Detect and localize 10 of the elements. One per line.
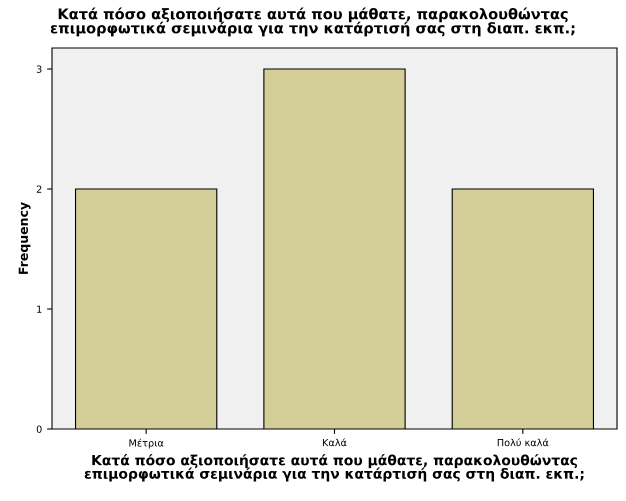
y-tick-label: 3 — [36, 65, 42, 73]
y-tick-label: 2 — [36, 185, 42, 193]
y-axis-title: Frequency — [18, 202, 31, 274]
x-tick-label: Πολύ καλά — [498, 438, 548, 446]
x-tick-label: Καλά — [322, 438, 347, 446]
x-axis-title: Κατά πόσο αξιοποιήσατε αυτά που μάθατε, παρακολουθώντας επιμορφωτικά σεμινάρια για την κατάρτισή σας στη διαπ. εκπ.; — [84, 454, 584, 482]
x-tick-label: Μέτρια — [129, 438, 164, 449]
y-tick-label: 0 — [36, 425, 42, 433]
y-tick-label: 1 — [37, 306, 42, 313]
chart-title: Κατά πόσο αξιοποιήσατε αυτά που μάθατε, παρακολουθώντας επιμορφωτικά σεμινάρια για την κατάρτισή σας στη διαπ. εκπ.; — [50, 8, 574, 36]
